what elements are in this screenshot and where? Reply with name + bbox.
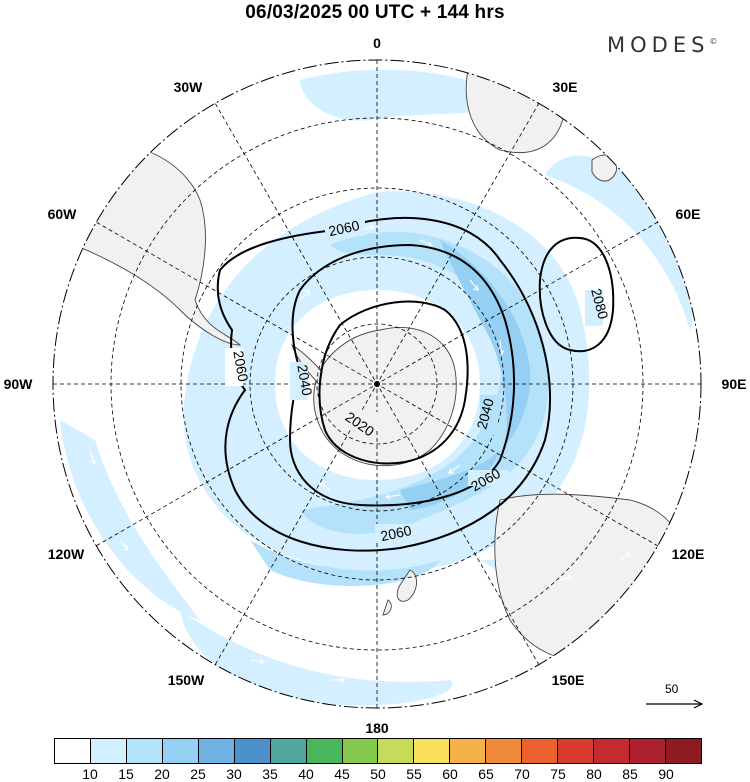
colorbar-swatch [342,739,379,763]
colorbar-swatch [486,739,523,763]
africa [465,60,566,154]
subtropical-band-east [545,155,693,330]
contour-label: 2040 [294,363,315,397]
reference-vector-arrow [646,699,704,709]
colorbar-tick-label: 45 [334,766,350,782]
polar-stereographic-map: 2060 2080 2060 2040 2020 2040 2060 2060 … [4,35,747,736]
colorbar-tick-label: 15 [118,766,134,782]
map-title: 06/03/2025 00 UTC + 144 hrs [245,2,505,23]
colorbar-swatch [558,739,595,763]
lon-label-30w: 30W [174,79,204,95]
colorbar-tick-label: 30 [226,766,242,782]
contour-label: 2040 [473,396,497,430]
lon-label-90e: 90E [722,376,747,392]
lon-label-60e: 60E [676,206,701,222]
colorbar-swatch [306,739,343,763]
lon-label-60w: 60W [48,206,78,222]
south-pole-dot [374,381,380,387]
colorbar-tick-label: 75 [550,766,566,782]
colorbar-swatch [126,739,163,763]
contour-label: 2060 [230,349,251,383]
contour-2080 [538,236,615,353]
colorbar-tick-label: 25 [190,766,206,782]
latitude-circle [316,323,438,445]
map-boundary [52,59,702,709]
lon-label-90w: 90W [4,376,34,392]
subtropical-band-sw [60,420,200,620]
lon-label-180: 180 [365,720,389,736]
wind-speed-colorbar [54,738,702,764]
band-north [300,69,520,121]
lon-label-150w: 150W [168,672,205,688]
colorbar-swatch [270,739,307,763]
colorbar-tick-label: 10 [82,766,98,782]
contour-2060 [216,216,551,552]
colorbar-swatch [90,739,127,763]
contour-label: 2060 [379,522,413,544]
colorbar-tick-label: 55 [406,766,422,782]
core-20-se [400,450,500,510]
jet-core-20 [440,240,531,445]
longitude-labels: 0 30E 60E 90E 120E 150E 180 150W 120W 90… [4,35,747,736]
subtropical-band-south [180,610,453,706]
colorbar-swatch [522,739,559,763]
lon-label-0: 0 [373,35,381,51]
colorbar-ticks: 10 15 20 25 30 35 40 45 50 55 60 65 70 75 80 85 90 [54,766,702,782]
brand-text: MODES [607,33,710,57]
jet-core-15 [300,231,549,534]
lon-label-150e: 150E [552,672,585,688]
madagascar [591,154,618,182]
colorbar-swatch [198,739,235,763]
colorbar-tick-label: 35 [262,766,278,782]
colorbar-tick-label: 65 [478,766,494,782]
lon-label-120e: 120E [672,546,705,562]
colorbar-tick-label: 50 [370,766,386,782]
colorbar-swatch [55,739,91,763]
colorbar-swatch [162,739,199,763]
colorbar-tick-label: 90 [658,766,674,782]
colorbar-swatch [594,739,630,763]
core-15-south [250,540,440,587]
colorbar-tick-label: 80 [586,766,602,782]
new-zealand [382,569,417,616]
colorbar-swatch [665,739,701,763]
contour-2020 [318,300,469,465]
colorbar-tick-label: 70 [514,766,530,782]
colorbar-tick-label: 60 [442,766,458,782]
colorbar-swatch [414,739,451,763]
reference-vector-value: 50 [665,682,679,696]
colorbar-swatch [234,739,271,763]
colorbar-swatch [378,739,415,763]
colorbar-tick-label: 20 [154,766,170,782]
colorbar-swatch [630,739,666,763]
contour-label: 2060 [327,217,361,239]
contour-label: 2080 [588,287,612,321]
modes-logo: MODES© [607,33,717,57]
australia [494,493,691,662]
copyright-mark: © [709,37,718,46]
lon-label-30e: 30E [553,79,578,95]
colorbar-swatch [450,739,487,763]
colorbar-tick-label: 40 [298,766,314,782]
lon-label-120w: 120W [48,546,85,562]
colorbar-tick-label: 85 [622,766,638,782]
